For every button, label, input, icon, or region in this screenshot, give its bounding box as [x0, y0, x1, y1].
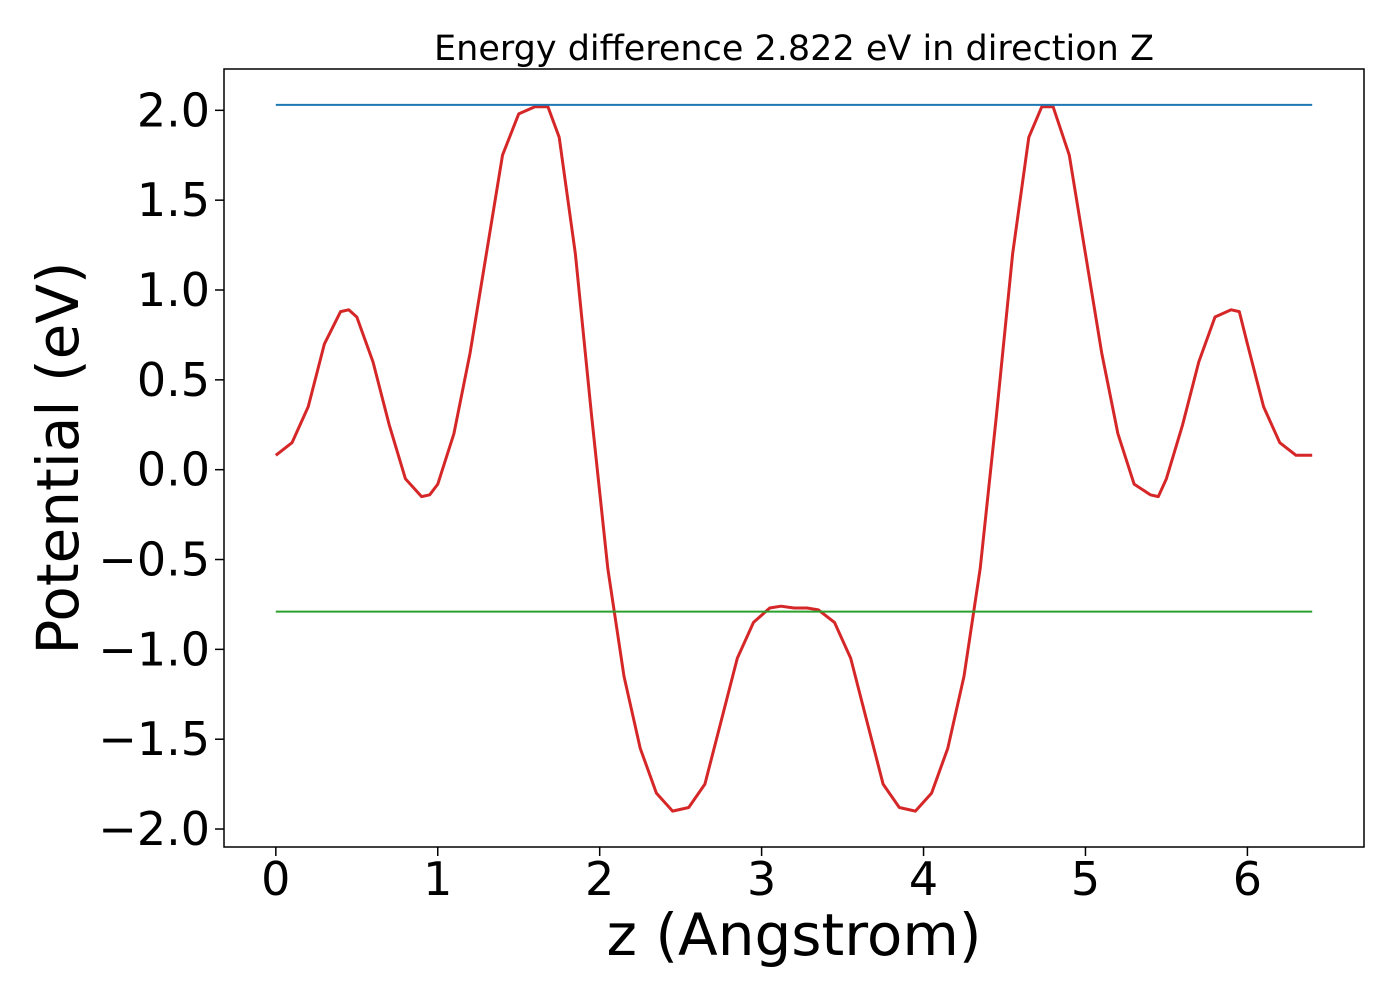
series-line-0 [274, 105, 1313, 813]
y-tick-label: −0.5 [98, 533, 210, 587]
x-tick-label: 6 [1233, 852, 1262, 906]
y-tick-label: 2.0 [137, 83, 210, 137]
x-tick-label: 5 [1071, 852, 1100, 906]
y-tick-label: 1.5 [137, 173, 210, 227]
series-layer [274, 103, 1313, 813]
x-axis-label: z (Angstrom) [607, 901, 982, 969]
chart-title: Energy difference 2.822 eV in direction … [434, 29, 1154, 69]
y-axis-label: Potential (eV) [24, 261, 92, 654]
y-tick-label: 1.0 [137, 263, 210, 317]
x-tick-label: 2 [585, 852, 614, 906]
y-tick-label: −1.5 [98, 712, 210, 766]
plot-frame [223, 68, 1365, 848]
y-tick-label: 0.0 [137, 443, 210, 497]
x-tick-label: 1 [423, 852, 452, 906]
x-axis-ticks: 0 1 2 3 4 5 6 [261, 847, 1262, 906]
x-tick-label: 0 [261, 852, 290, 906]
y-tick-label: 0.5 [137, 353, 210, 407]
x-tick-label: 3 [747, 852, 776, 906]
y-tick-label: −2.0 [98, 802, 210, 856]
y-axis-ticks: 2.0 1.5 1.0 0.5 0.0 −0.5 −1.0 −1.5 −2.0 [98, 83, 224, 856]
x-tick-label: 4 [909, 852, 938, 906]
y-tick-label: −1.0 [98, 622, 210, 676]
